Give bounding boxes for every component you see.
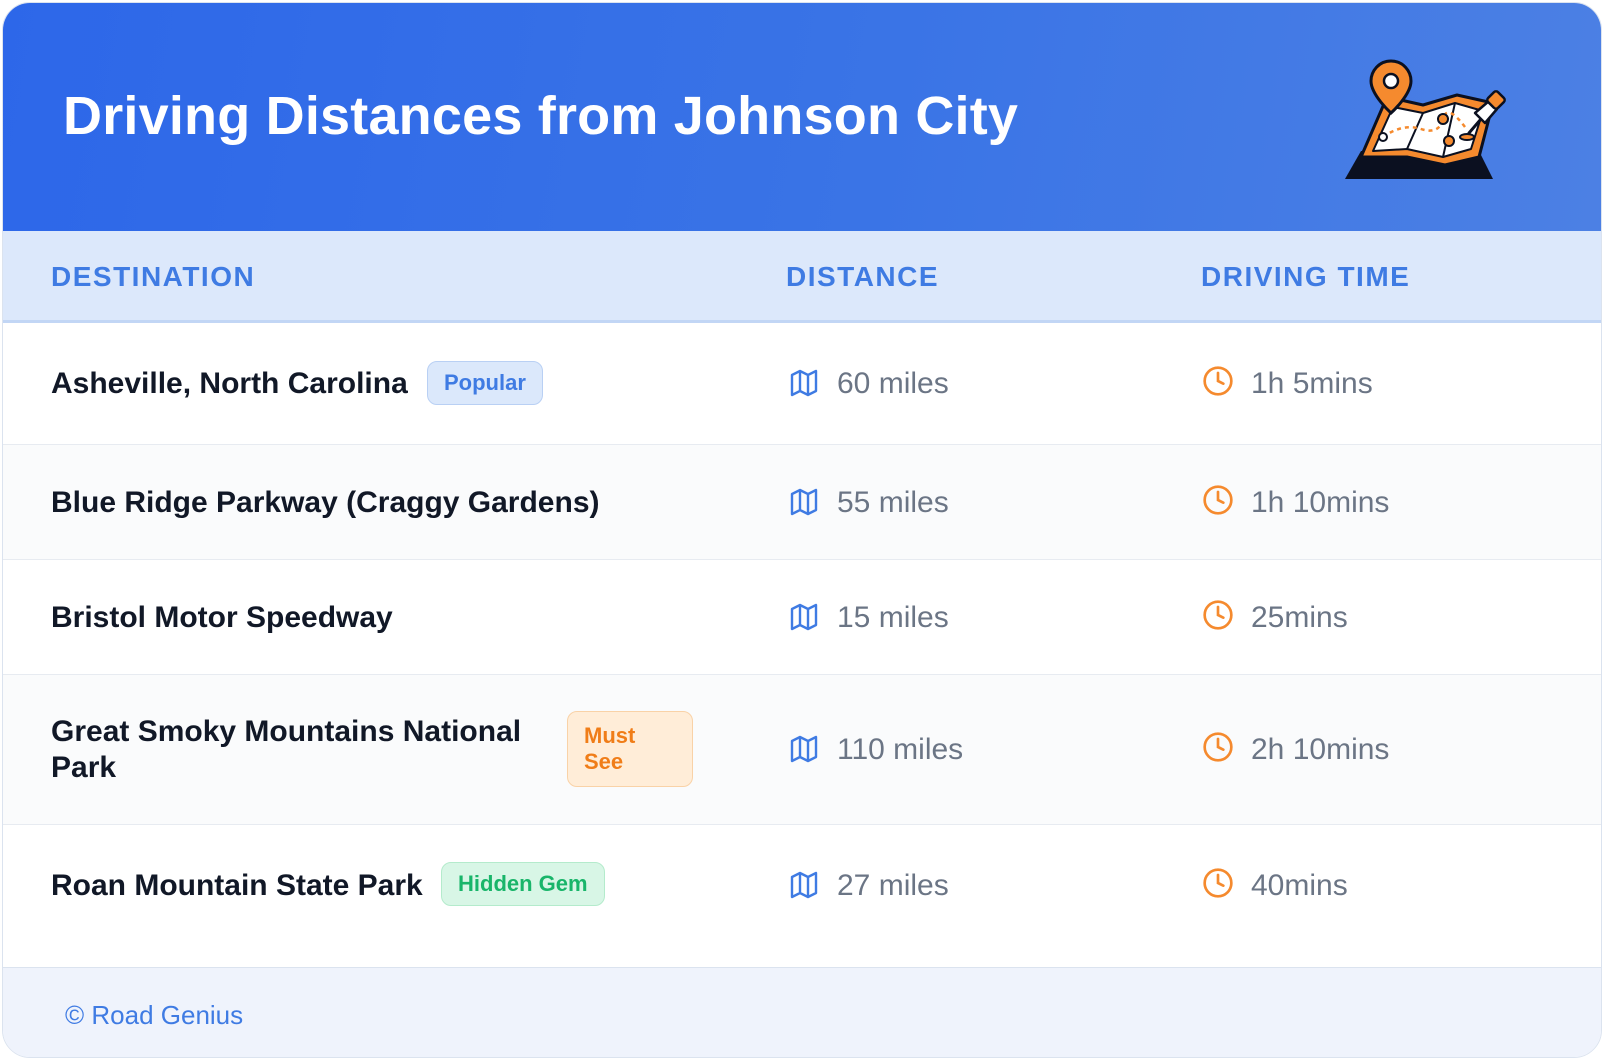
clock-icon [1203,485,1233,515]
header-banner: Driving Distances from Johnson City [3,3,1601,231]
map-icon [790,871,818,899]
map-with-pins-icon [1345,59,1506,179]
page-title: Driving Distances from Johnson City [63,86,1019,146]
table-header: DESTINATION DISTANCE DRIVING TIME [3,231,1601,323]
distance-value: 27 miles [837,869,949,902]
distance-value: 15 miles [837,601,949,634]
time-value: 40mins [1251,869,1348,902]
distance-value: 55 miles [837,486,949,519]
time-value: 25mins [1251,601,1348,634]
clock-icon [1203,732,1233,762]
map-icon [790,735,818,763]
badge-popular: Popular [427,361,543,405]
map-icon [790,488,818,516]
time-value: 1h 10mins [1251,486,1390,519]
footer-credit: © Road Genius [65,1000,244,1030]
badge-hidden-gem: Hidden Gem [441,862,605,906]
footer: © Road Genius [3,967,1601,1057]
time-value: 1h 5mins [1251,367,1373,400]
clock-icon [1203,868,1233,898]
destination-name: Roan Mountain State Park [51,869,423,902]
table-row: Great Smoky Mountains National Park Must… [3,675,1601,825]
map-icon [790,603,818,631]
destination-name: Bristol Motor Speedway [51,601,393,634]
destination-name: Great Smoky Mountains National Park [51,715,522,784]
distance-value: 60 miles [837,367,949,400]
column-driving-time: DRIVING TIME [1201,261,1411,292]
column-distance: DISTANCE [786,261,940,292]
badge-must-see: Must See [567,711,693,787]
destination-name: Asheville, North Carolina [51,367,408,400]
table-row: Asheville, North Carolina Popular 60 mil… [3,323,1601,445]
destination-name: Blue Ridge Parkway (Craggy Gardens) [51,486,600,519]
map-icon [790,369,818,397]
clock-icon [1203,366,1233,396]
distance-value: 110 miles [837,733,964,766]
table-row: Blue Ridge Parkway (Craggy Gardens) 55 m… [3,445,1601,560]
table-row: Roan Mountain State Park Hidden Gem 27 m… [3,825,1601,967]
column-destination: DESTINATION [51,261,256,292]
clock-icon [1203,600,1233,630]
table-row: Bristol Motor Speedway 15 miles 25mins [3,560,1601,675]
time-value: 2h 10mins [1251,733,1390,766]
